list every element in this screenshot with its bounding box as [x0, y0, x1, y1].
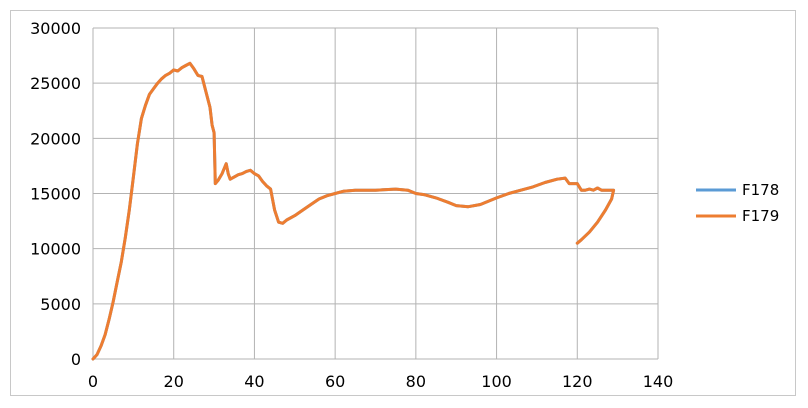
- x-tick-label: 40: [244, 372, 264, 391]
- tick-labels: 0 5000 10000 15000 20000 25000 30000 0 20 40 60 80 1…: [30, 19, 673, 391]
- y-tick-label: 15000: [30, 185, 81, 204]
- legend-label-f178: F178: [742, 181, 779, 199]
- series-line-f178: [91, 61, 616, 361]
- y-tick-label: 0: [71, 350, 81, 369]
- axes: [92, 28, 658, 360]
- x-tick-label: 100: [481, 372, 512, 391]
- line-chart: 0 5000 10000 15000 20000 25000 30000 0 20 40 60 80 1…: [30, 19, 779, 391]
- x-tick-label: 120: [562, 372, 593, 391]
- legend-label-f179: F179: [742, 207, 779, 225]
- grid-lines: [92, 27, 659, 360]
- x-tick-label: 80: [406, 372, 426, 391]
- y-tick-label: 10000: [30, 240, 81, 259]
- y-tick-label: 5000: [40, 295, 81, 314]
- x-tick-label: 20: [164, 372, 184, 391]
- x-tick-label: 60: [325, 372, 345, 391]
- x-tick-label: 0: [88, 372, 98, 391]
- y-tick-label: 20000: [30, 129, 81, 148]
- x-tick-label: 140: [643, 372, 674, 391]
- series-line-f179: [91, 61, 616, 361]
- y-tick-label: 30000: [30, 19, 81, 38]
- chart-container: 0 5000 10000 15000 20000 25000 30000 0 20 40 60 80 1…: [10, 10, 796, 396]
- y-tick-label: 25000: [30, 74, 81, 93]
- series-lines: [91, 61, 616, 361]
- legend: F178 F179: [696, 181, 779, 225]
